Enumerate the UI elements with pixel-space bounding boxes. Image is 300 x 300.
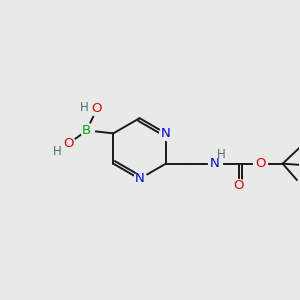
Text: O: O	[92, 103, 102, 116]
Text: H: H	[217, 148, 226, 161]
Text: N: N	[135, 172, 145, 185]
Text: N: N	[210, 157, 220, 170]
Text: H: H	[80, 101, 89, 114]
Text: O: O	[234, 179, 244, 193]
Text: O: O	[64, 137, 74, 150]
Text: B: B	[82, 124, 91, 137]
Text: O: O	[255, 157, 266, 170]
Text: H: H	[53, 145, 62, 158]
Text: N: N	[161, 127, 171, 140]
